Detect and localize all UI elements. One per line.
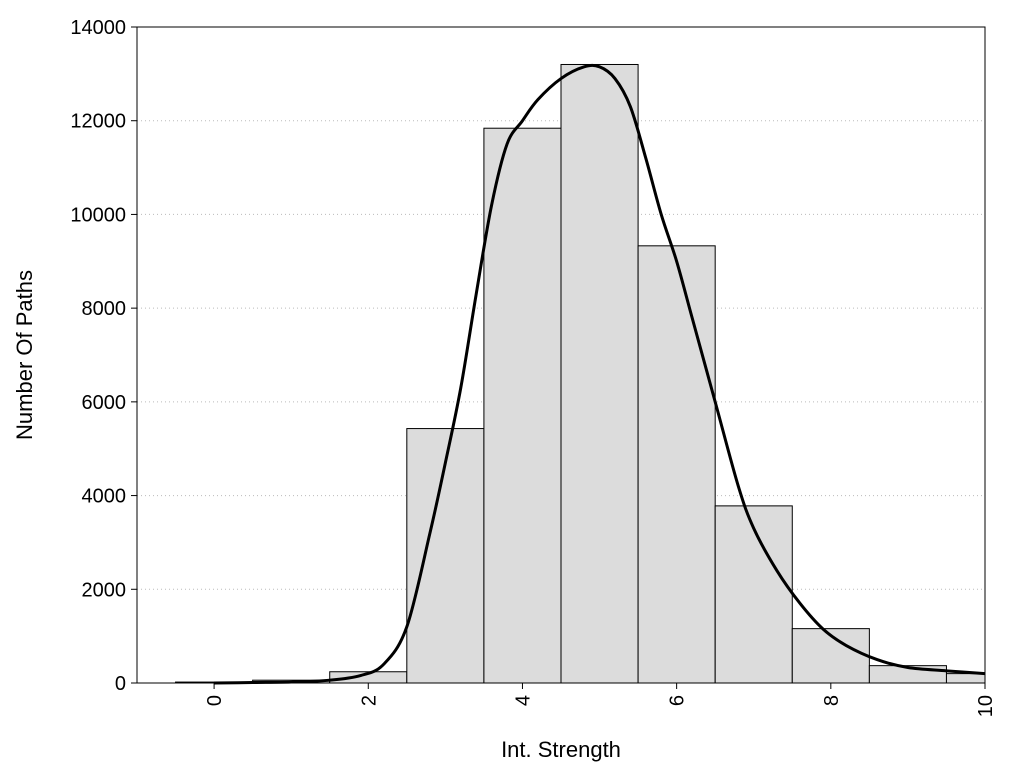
y-tick-label: 8000 [82,298,127,320]
y-tick-label: 2000 [82,579,127,601]
bar-group [175,63,986,684]
histogram-bar [791,628,870,684]
x-tick-label: 2 [358,695,380,706]
x-tick-label: 10 [975,695,997,717]
histogram-bar [560,63,639,684]
x-axis-label: Int. Strength [501,737,621,762]
y-tick-label: 6000 [82,392,127,414]
density-curve [214,63,986,685]
histogram-bar [483,127,562,684]
histogram-bar [945,673,986,684]
plot-frame [136,26,986,684]
y-tick-label: 4000 [82,486,127,508]
y-tick-label: 10000 [70,204,126,226]
y-tick-label: 12000 [70,111,126,133]
x-tick-label: 8 [821,695,843,706]
x-axis-ticks: 0 2 4 6 8 10 [204,683,997,717]
y-axis-label: Number Of Paths [12,270,37,440]
y-tick-label: 0 [115,673,126,695]
density-curve-group [214,63,986,685]
x-tick-label: 0 [204,695,226,706]
y-axis-ticks: 0 2000 4000 6000 8000 10000 12000 14000 [70,17,137,695]
histogram-bar [637,245,716,684]
histogram-bar [714,505,793,684]
y-tick-label: 14000 [70,17,126,39]
x-tick-label: 4 [512,695,534,706]
x-tick-label: 6 [667,695,689,706]
